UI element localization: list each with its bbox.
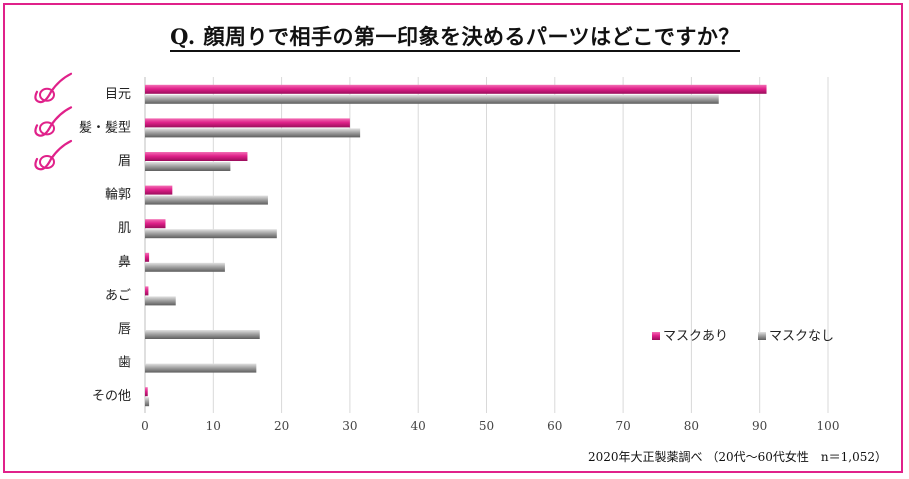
x-tick-label: 60 [547, 419, 562, 433]
x-tick-label: 50 [479, 419, 494, 433]
category-label: 歯 [118, 356, 131, 371]
bar-mask-on [145, 219, 166, 229]
bar-mask-off [145, 162, 231, 171]
legend-label: マスクなし [769, 329, 834, 344]
bar-mask-on [145, 84, 767, 94]
bar-mask-off [145, 229, 277, 239]
category-label: 目元 [105, 87, 131, 102]
bar-mask-off [145, 128, 361, 138]
checkmark-loop [39, 87, 55, 102]
legend-swatch [652, 332, 660, 340]
bar-mask-on [145, 252, 150, 262]
x-tick-label: 100 [817, 419, 840, 433]
bar-chart: 0 10 20 30 40 50 60 70 80 90 100 目元髪・髪型眉輪郭肌鼻あご唇歯その他… [34, 72, 840, 433]
bar-mask-on [145, 286, 149, 296]
checkmark-loop [39, 155, 55, 169]
x-tick-label: 90 [752, 419, 767, 433]
x-tick-label: 40 [411, 419, 426, 433]
x-tick-label: 20 [274, 419, 289, 433]
bar-mask-off [145, 262, 225, 272]
bar-mask-off [145, 296, 176, 306]
bar-mask-on [145, 152, 248, 161]
category-label: あご [105, 287, 131, 303]
legend-swatch [758, 332, 766, 340]
x-tick-label: 0 [141, 419, 149, 433]
bar-mask-on [145, 185, 173, 195]
bar-mask-off [145, 330, 260, 339]
x-tick-label: 80 [684, 419, 699, 433]
x-tick-label: 10 [206, 419, 221, 433]
source-note: 2020年大正製薬調べ （20代～60代女性 n＝1,052） [588, 450, 887, 464]
bar-mask-on [145, 118, 350, 128]
x-tick-label: 30 [342, 419, 357, 433]
category-label: 鼻 [118, 254, 131, 270]
chart-title: Q. 顔周りで相手の第一印象を決めるパーツはどこですか？ [5, 21, 905, 52]
x-tick-label: 70 [615, 419, 630, 433]
checkmark-loop [39, 121, 55, 136]
category-label: 肌 [118, 221, 131, 236]
category-label: その他 [92, 389, 131, 404]
category-label: 唇 [118, 322, 131, 337]
category-label: 眉 [118, 154, 131, 169]
legend-label: マスクあり [663, 329, 728, 344]
bar-mask-off [145, 397, 150, 407]
bar-mask-off [145, 363, 257, 373]
chart-frame: Q. 顔周りで相手の第一印象を決めるパーツはどこですか？ 0 10 20 30 40 50… [3, 3, 903, 473]
category-label: 輪郭 [105, 187, 131, 203]
category-label: 髪・髪型 [79, 120, 131, 135]
bar-mask-off [145, 94, 719, 104]
bar-mask-on [145, 387, 148, 397]
bar-mask-off [145, 195, 268, 205]
